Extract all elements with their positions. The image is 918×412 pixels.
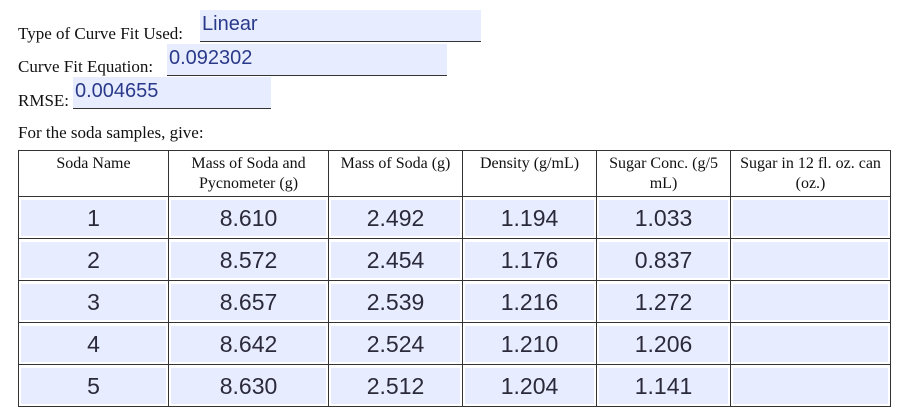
rmse-field[interactable]: 0.004655 — [73, 77, 271, 109]
table-row: 5 8.630 2.512 1.204 1.141 — [18, 364, 891, 407]
soda-name-cell[interactable]: 5 — [21, 367, 166, 404]
sugar-conc-cell[interactable]: 1.206 — [599, 325, 728, 362]
table-row: 1 8.610 2.492 1.194 1.033 — [18, 196, 891, 239]
mass-soda-pycnometer-cell[interactable]: 8.610 — [171, 199, 326, 236]
curve-fit-equation-field[interactable]: 0.092302 — [167, 44, 447, 76]
table-row: 4 8.642 2.524 1.210 1.206 — [18, 322, 891, 365]
soda-name-cell[interactable]: 4 — [21, 325, 166, 362]
table-row: 3 8.657 2.539 1.216 1.272 — [18, 280, 891, 323]
table-row: 2 8.572 2.454 1.176 0.837 — [18, 238, 891, 281]
mass-soda-cell[interactable]: 2.512 — [331, 367, 460, 404]
header-sugar-in-can: Sugar in 12 fl. oz. can (oz.) — [730, 150, 891, 197]
mass-soda-cell[interactable]: 2.492 — [331, 199, 460, 236]
soda-name-cell[interactable]: 3 — [21, 283, 166, 320]
header-mass-soda-pycnometer: Mass of Soda and Pycnometer (g) — [168, 150, 329, 197]
soda-samples-table: Soda Name Mass of Soda and Pycnometer (g… — [18, 150, 891, 407]
sugar-conc-cell[interactable]: 1.141 — [599, 367, 728, 404]
mass-soda-pycnometer-cell[interactable]: 8.630 — [171, 367, 326, 404]
mass-soda-pycnometer-cell[interactable]: 8.657 — [171, 283, 326, 320]
sugar-in-can-cell[interactable] — [733, 199, 888, 236]
sugar-conc-cell[interactable]: 1.272 — [599, 283, 728, 320]
density-cell[interactable]: 1.210 — [465, 325, 594, 362]
density-cell[interactable]: 1.216 — [465, 283, 594, 320]
soda-name-cell[interactable]: 2 — [21, 241, 166, 278]
curve-fit-type-field[interactable]: Linear — [200, 10, 481, 42]
mass-soda-cell[interactable]: 2.539 — [331, 283, 460, 320]
header-soda-name: Soda Name — [18, 150, 169, 197]
header-density: Density (g/mL) — [462, 150, 597, 197]
curve-fit-type-label: Type of Curve Fit Used: — [18, 24, 184, 43]
instructions-text: For the soda samples, give: — [18, 123, 204, 142]
curve-fit-equation-label: Curve Fit Equation: — [18, 57, 154, 76]
sugar-in-can-cell[interactable] — [733, 325, 888, 362]
sugar-in-can-cell[interactable] — [733, 241, 888, 278]
sugar-in-can-cell[interactable] — [733, 283, 888, 320]
sugar-conc-cell[interactable]: 0.837 — [599, 241, 728, 278]
mass-soda-cell[interactable]: 2.524 — [331, 325, 460, 362]
density-cell[interactable]: 1.204 — [465, 367, 594, 404]
density-cell[interactable]: 1.176 — [465, 241, 594, 278]
mass-soda-cell[interactable]: 2.454 — [331, 241, 460, 278]
sugar-conc-cell[interactable]: 1.033 — [599, 199, 728, 236]
header-sugar-conc: Sugar Conc. (g/5 mL) — [596, 150, 731, 197]
mass-soda-pycnometer-cell[interactable]: 8.572 — [171, 241, 326, 278]
header-mass-soda: Mass of Soda (g) — [328, 150, 463, 197]
rmse-label: RMSE: — [18, 91, 70, 110]
density-cell[interactable]: 1.194 — [465, 199, 594, 236]
soda-name-cell[interactable]: 1 — [21, 199, 166, 236]
table-header-row: Soda Name Mass of Soda and Pycnometer (g… — [18, 150, 891, 197]
sugar-in-can-cell[interactable] — [733, 367, 888, 404]
mass-soda-pycnometer-cell[interactable]: 8.642 — [171, 325, 326, 362]
